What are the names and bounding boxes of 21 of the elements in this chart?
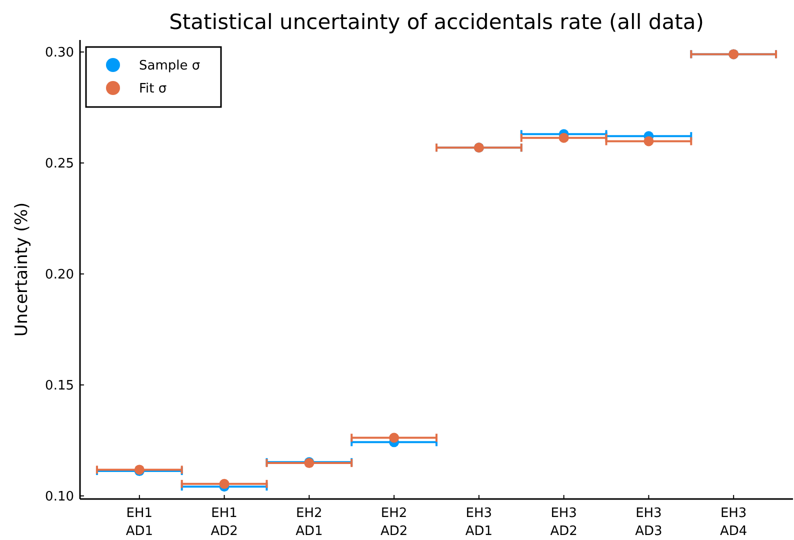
x-tick-label: EH2 AD2 [380,506,408,539]
legend-label: Fit σ [139,82,167,97]
y-tick-label: 0.15 [45,378,74,394]
y-tick-label: 0.30 [45,46,74,61]
x-tick-label: EH2 AD1 [296,506,323,539]
y-tick-label: 0.10 [45,489,74,504]
y-tick-label: 0.25 [45,156,74,172]
x-tick-label: EH3 AD2 [550,506,578,539]
x-tick-label: EH3 AD1 [465,506,493,539]
chart-title: Statistical uncertainty of accidentals rate (all data) [169,10,704,34]
x-tick-label: EH1 AD2 [210,506,238,539]
point [644,136,654,146]
x-tick-label: EH1 AD1 [126,506,154,539]
y-tick-label: 0.20 [45,267,74,282]
legend-label: Sample σ [139,58,200,74]
x-tick-label: EH3 AD3 [635,506,662,539]
y-axis-title: Uncertainty (%) [12,202,32,337]
point [558,132,569,143]
x-tick-label: EH3 AD4 [720,506,748,539]
point [389,432,400,443]
point [219,478,230,489]
